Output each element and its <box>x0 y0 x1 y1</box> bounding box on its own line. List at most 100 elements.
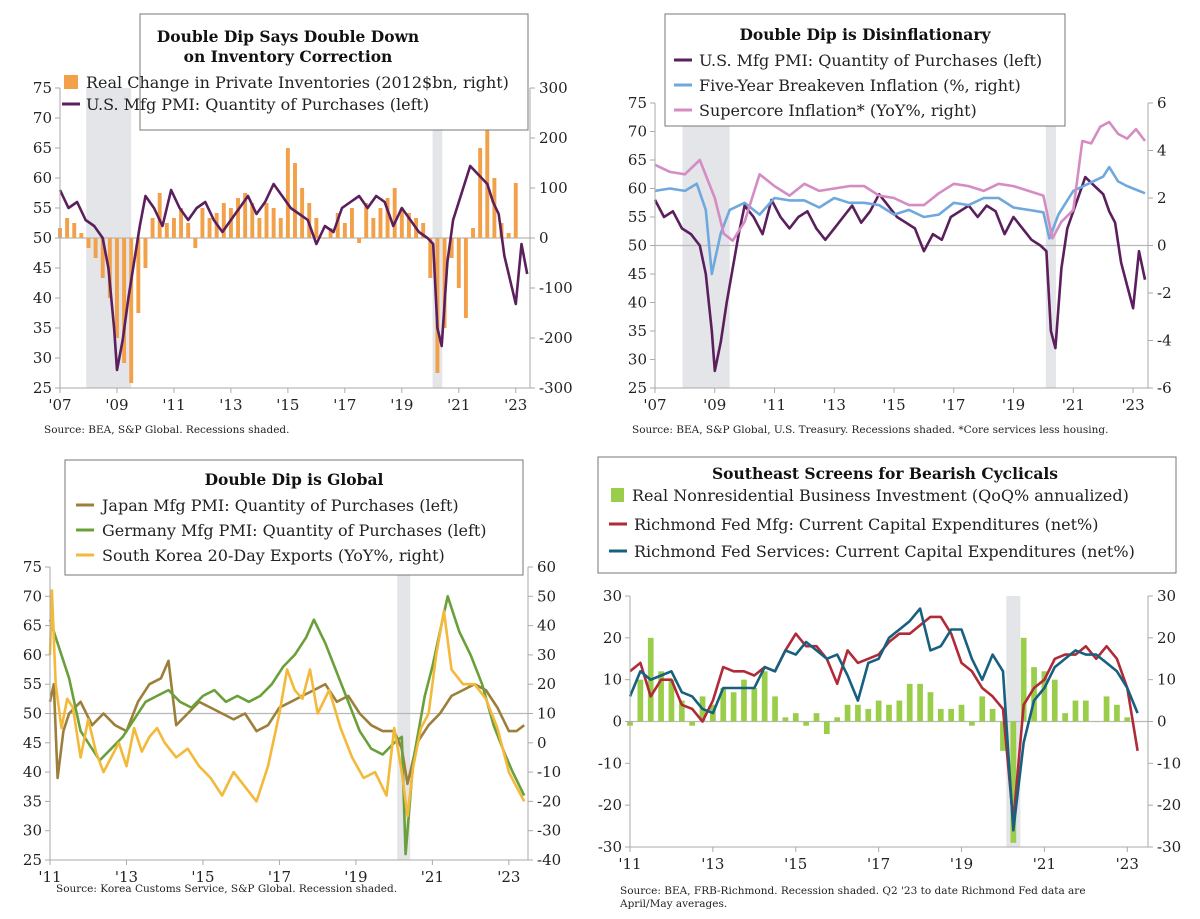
series-lines <box>628 607 1139 832</box>
left-tick-label: -10 <box>598 754 622 772</box>
bar-real-change-in-private-inventories-2012-bn-right <box>86 238 91 248</box>
bar-real-nonresidential-business-investment-qoq-annualized <box>772 696 778 722</box>
right-axis: 300 200 100 0 -100 -200 -300 <box>529 79 573 397</box>
left-tick-label: 40 <box>33 289 52 307</box>
left-tick-label: 30 <box>603 587 622 605</box>
x-tick-label: '19 <box>1002 396 1025 414</box>
x-tick-label: '21 <box>447 396 470 414</box>
bar-real-change-in-private-inventories-2012-bn-right <box>200 208 205 238</box>
right-tick-label: -4 <box>1157 332 1172 350</box>
x-tick-label: '13 <box>219 396 242 414</box>
line-u-s-mfg-pmi-quantity-of-purchases-left <box>58 164 529 372</box>
bar-real-change-in-private-inventories-2012-bn-right <box>293 163 297 238</box>
right-tick-label: -2 <box>1157 284 1172 302</box>
right-tick-label: -10 <box>1157 754 1181 772</box>
bar-real-change-in-private-inventories-2012-bn-right <box>93 238 98 258</box>
right-tick-label: 6 <box>1157 94 1167 112</box>
right-tick-label: -6 <box>1157 379 1172 397</box>
source-note-line-2: April/May averages. <box>619 898 727 910</box>
bar-real-change-in-private-inventories-2012-bn-right <box>129 238 134 383</box>
left-tick-label: 35 <box>33 319 52 337</box>
left-tick-label: 75 <box>23 558 42 576</box>
bar-real-change-in-private-inventories-2012-bn-right <box>236 198 240 238</box>
right-tick-label: 0 <box>539 229 549 247</box>
left-tick-label: 30 <box>628 351 647 369</box>
bar-real-change-in-private-inventories-2012-bn-right <box>179 208 184 238</box>
bar-real-change-in-private-inventories-2012-bn-right <box>171 218 176 238</box>
left-tick-label: 0 <box>612 713 622 731</box>
left-tick-label: -30 <box>598 838 622 856</box>
right-tick-label: -10 <box>537 763 561 781</box>
left-tick-label: 55 <box>33 199 52 217</box>
legend-swatch-inventory <box>64 75 78 89</box>
bar-real-change-in-private-inventories-2012-bn-right <box>428 238 433 278</box>
left-axis: 75 70 65 60 55 50 45 40 35 30 25 <box>628 94 656 397</box>
bar-real-nonresidential-business-investment-qoq-annualized <box>1072 700 1079 722</box>
x-tick-label: '17 <box>867 855 890 873</box>
left-tick-label: 25 <box>33 379 52 397</box>
bar-real-nonresidential-business-investment-qoq-annualized <box>958 704 965 722</box>
chart-panel-inventory: 75 70 65 60 55 50 45 40 35 30 25 300 200 100 0 -100 -20… <box>33 13 573 436</box>
legend-label-germany: Germany Mfg PMI: Quantity of Purchases (… <box>102 521 487 540</box>
left-tick-label: 25 <box>628 379 647 397</box>
legend-label-richmond-mfg: Richmond Fed Mfg: Current Capital Expend… <box>634 515 1098 534</box>
x-tick-label: '21 <box>421 868 444 886</box>
bar-real-nonresidential-business-investment-qoq-annualized <box>979 696 986 722</box>
bar-real-change-in-private-inventories-2012-bn-right <box>350 208 354 238</box>
left-axis: 75 70 65 60 55 50 45 40 35 30 25 <box>33 79 61 397</box>
legend-swatch-investment <box>611 488 624 502</box>
right-axis: 30 20 10 0 -10 -20 -30 <box>1147 587 1181 856</box>
x-tick-label: '15 <box>882 396 905 414</box>
right-tick-label: 0 <box>1157 713 1167 731</box>
right-tick-label: -20 <box>1157 796 1181 814</box>
line-japan-mfg-pmi-quantity-of-purchases-left <box>48 659 525 786</box>
bar-real-change-in-private-inventories-2012-bn-right <box>478 148 483 238</box>
left-tick-label: 50 <box>23 705 42 723</box>
bar-real-change-in-private-inventories-2012-bn-right <box>321 238 326 239</box>
legend-box: Double Dip is Disinflationary U.S. Mfg P… <box>664 13 1066 127</box>
left-tick-label: 20 <box>603 629 622 647</box>
bar-real-change-in-private-inventories-2012-bn-right <box>421 223 426 238</box>
bar-real-nonresidential-business-investment-qoq-annualized <box>1103 696 1110 722</box>
x-tick-label: '19 <box>344 868 367 886</box>
left-axis: 75 70 65 60 55 50 45 40 35 30 25 <box>23 558 51 869</box>
right-tick-label: -30 <box>1157 838 1181 856</box>
bar-real-nonresidential-business-investment-qoq-annualized <box>948 708 955 722</box>
right-tick-label: 50 <box>537 587 556 605</box>
legend-label-korea: South Korea 20-Day Exports (YoY%, right) <box>102 546 445 565</box>
x-tick-label: '13 <box>701 855 724 873</box>
chart-panel-disinflation: 75 70 65 60 55 50 45 40 35 30 25 6 4 2 0 -2 -4 -6 '07 '09… <box>628 13 1172 436</box>
x-axis: '07 '09 '11 '13 '15 '17 '19 '21 '23 <box>643 387 1148 414</box>
bar-real-change-in-private-inventories-2012-bn-right <box>136 238 141 313</box>
series-lines <box>653 120 1147 373</box>
bar-real-change-in-private-inventories-2012-bn-right <box>371 218 376 238</box>
left-tick-label: 30 <box>23 822 42 840</box>
bar-real-change-in-private-inventories-2012-bn-right <box>442 238 447 328</box>
bar-real-change-in-private-inventories-2012-bn-right <box>449 238 454 258</box>
bar-real-nonresidential-business-investment-qoq-annualized <box>678 700 685 722</box>
x-axis: '11 '13 '15 '17 '19 '21 '23 <box>38 859 528 886</box>
right-tick-label: 60 <box>537 558 556 576</box>
line-germany-mfg-pmi-quantity-of-purchases-left <box>48 595 526 856</box>
bar-real-change-in-private-inventories-2012-bn-right <box>328 228 333 238</box>
bar-real-change-in-private-inventories-2012-bn-right <box>342 223 347 238</box>
x-tick-label: '19 <box>950 855 973 873</box>
x-tick-label: '11 <box>162 396 185 414</box>
x-tick-label: '11 <box>38 868 61 886</box>
chart-title-line-1: Double Dip Says Double Down <box>157 27 419 46</box>
bar-real-change-in-private-inventories-2012-bn-right <box>207 218 212 238</box>
bar-real-nonresidential-business-investment-qoq-annualized <box>937 708 944 722</box>
right-tick-label: 300 <box>539 79 568 97</box>
bar-real-nonresidential-business-investment-qoq-annualized <box>1041 671 1048 722</box>
bar-real-change-in-private-inventories-2012-bn-right <box>143 238 148 268</box>
right-tick-label: 20 <box>537 675 556 693</box>
right-tick-label: 100 <box>539 179 568 197</box>
right-axis: 60 50 40 30 20 10 0 -10 -20 -30 -40 <box>527 558 561 869</box>
legend-label-richmond-services: Richmond Fed Services: Current Capital E… <box>634 542 1135 561</box>
x-tick-label: '23 <box>1121 396 1144 414</box>
left-tick-label: 30 <box>33 349 52 367</box>
bar-real-nonresidential-business-investment-qoq-annualized <box>896 700 903 722</box>
x-tick-label: '23 <box>1116 855 1139 873</box>
bar-real-change-in-private-inventories-2012-bn-right <box>100 238 105 278</box>
right-tick-label: 20 <box>1157 629 1176 647</box>
